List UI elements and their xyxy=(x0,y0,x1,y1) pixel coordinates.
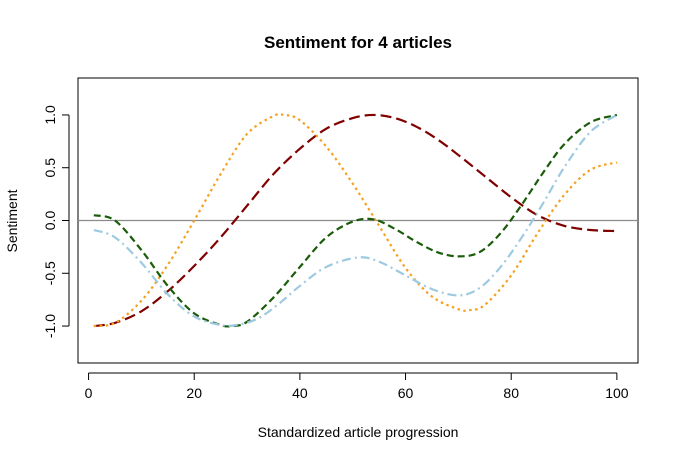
x-tick-label: 20 xyxy=(186,385,202,401)
y-tick-label: 0.0 xyxy=(42,211,58,231)
y-tick-label: 0.5 xyxy=(42,158,58,178)
x-tick-label: 60 xyxy=(398,385,414,401)
y-tick-label: -1.0 xyxy=(42,314,58,338)
x-tick-label: 80 xyxy=(503,385,519,401)
series-line-2 xyxy=(93,112,618,328)
y-axis-label: Sentiment xyxy=(4,189,20,252)
x-tick-label: 100 xyxy=(605,385,629,401)
x-tick-label: 40 xyxy=(292,385,308,401)
chart-title: Sentiment for 4 articles xyxy=(264,33,452,52)
plot-area: 0 20 40 60 80 100 -1.0 -0.5 0.0 0.5 1.0 xyxy=(42,77,639,401)
y-tick-label: 1.0 xyxy=(42,105,58,125)
series-line-3 xyxy=(93,113,618,328)
y-tick-label: -0.5 xyxy=(42,261,58,285)
series-line-1 xyxy=(93,113,617,328)
x-tick-label: 0 xyxy=(85,385,93,401)
x-axis-label: Standardized article progression xyxy=(258,424,459,440)
